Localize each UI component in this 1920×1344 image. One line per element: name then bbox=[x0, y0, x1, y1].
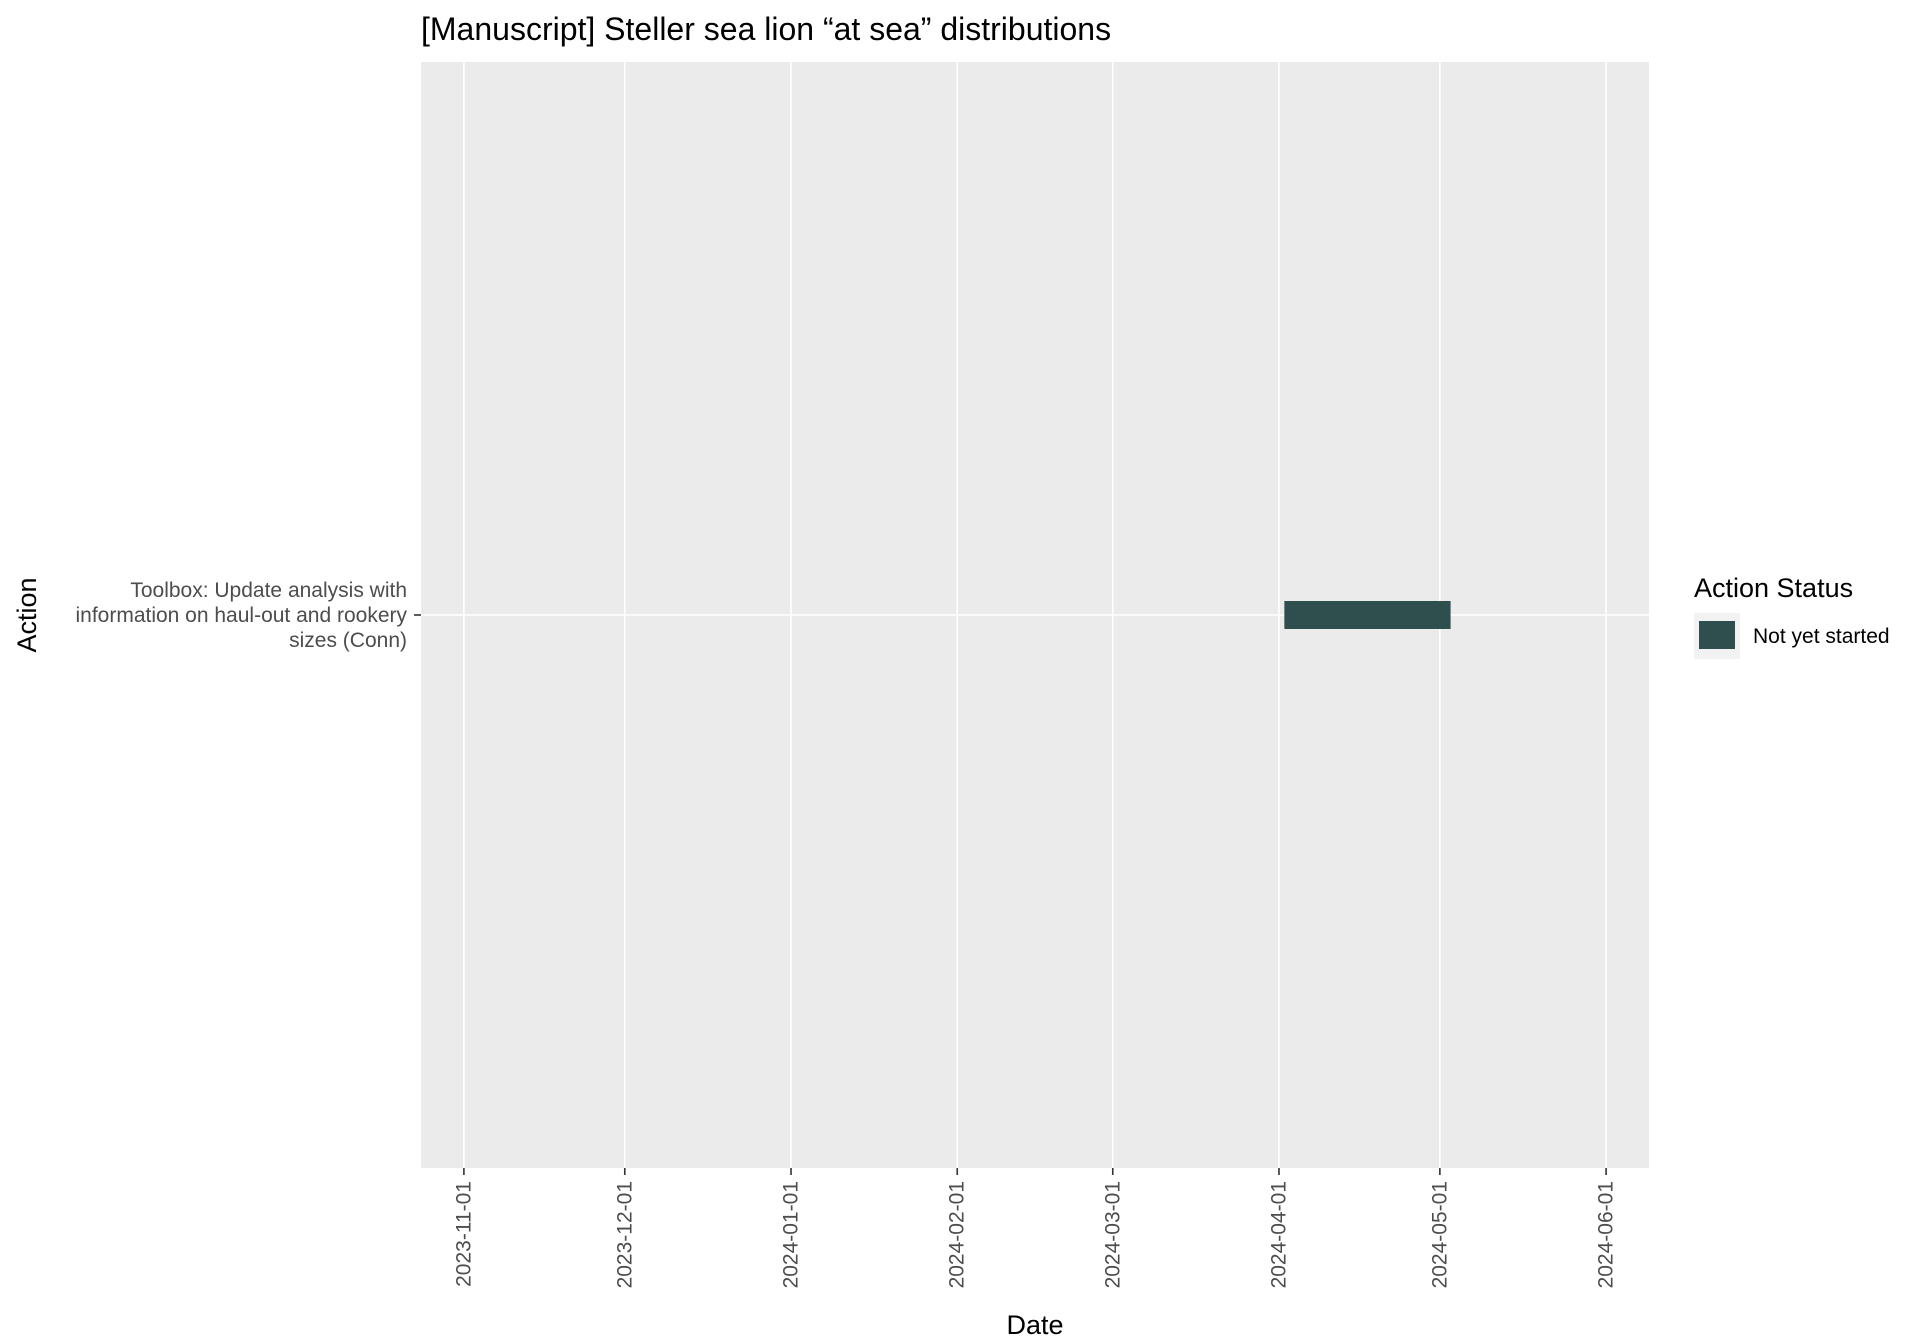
y-tick-label-line: sizes (Conn) bbox=[289, 629, 407, 652]
x-tick-label: 2024-01-01 bbox=[780, 1181, 803, 1288]
legend: Action Status Not yet started bbox=[1694, 573, 1890, 659]
x-tick-label: 2024-06-01 bbox=[1595, 1181, 1618, 1288]
y-tick-label: Toolbox: Update analysis with information… bbox=[75, 579, 407, 652]
legend-key-swatch bbox=[1699, 621, 1735, 649]
x-axis-title: Date bbox=[1006, 1310, 1063, 1340]
grid-lines bbox=[421, 62, 1649, 1168]
task-bar bbox=[1284, 601, 1451, 629]
x-tick-label: 2024-03-01 bbox=[1101, 1181, 1124, 1288]
y-axis-title: Action bbox=[12, 577, 42, 652]
x-tick-label: 2024-05-01 bbox=[1428, 1181, 1451, 1288]
x-axis: 2023-11-01 2023-12-01 2024-01-01 2024-02-01… bbox=[452, 1168, 1618, 1288]
x-tick-label: 2023-12-01 bbox=[613, 1181, 636, 1288]
chart-title: [Manuscript] Steller sea lion “at sea” d… bbox=[421, 11, 1111, 47]
x-tick-label: 2024-02-01 bbox=[946, 1181, 969, 1288]
x-tick-label: 2024-04-01 bbox=[1267, 1181, 1290, 1288]
y-axis: Toolbox: Update analysis with information… bbox=[75, 579, 421, 652]
x-tick-label: 2023-11-01 bbox=[452, 1181, 475, 1287]
y-tick-label-line: Toolbox: Update analysis with bbox=[130, 579, 407, 602]
legend-items: Not yet started bbox=[1694, 613, 1890, 659]
task-bars bbox=[1284, 601, 1451, 629]
legend-item-label: Not yet started bbox=[1753, 625, 1890, 648]
y-tick-label-line: information on haul-out and rookery bbox=[75, 604, 407, 627]
legend-title: Action Status bbox=[1694, 573, 1853, 603]
